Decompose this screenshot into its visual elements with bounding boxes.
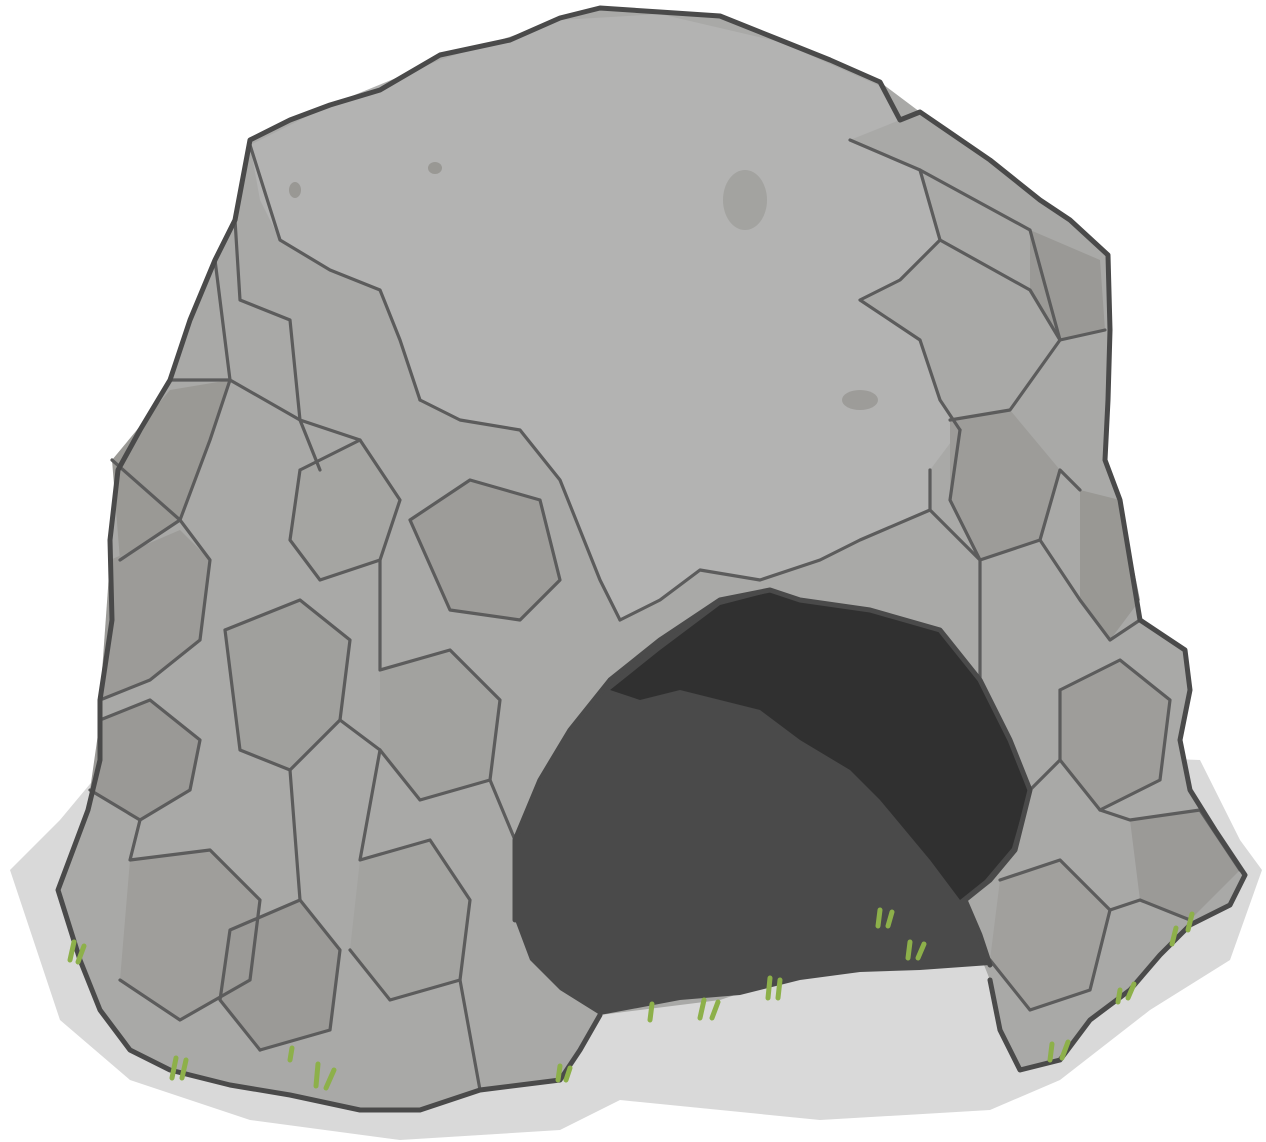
rock-facet-left-4 [90, 700, 200, 820]
rock-facet-left-6 [290, 440, 400, 580]
rock-facet-left-9 [220, 900, 340, 1050]
rock-facet-right-2 [950, 410, 1060, 560]
rock-spot [428, 162, 442, 174]
rock-facet-left-2 [100, 530, 210, 700]
rock-facet-left-3 [225, 600, 350, 770]
rock-facet-right-1 [1030, 230, 1105, 340]
rock-spot [842, 390, 878, 410]
rock-facet-dome [250, 14, 960, 620]
rock-facet-right-4 [1060, 660, 1170, 810]
cave-rim [512, 587, 1033, 968]
rock-cracks [88, 138, 1242, 1092]
rock-facet-right-5 [990, 860, 1110, 1010]
rock-facet-left-7 [410, 480, 560, 620]
rock-spot [723, 170, 767, 230]
cave-deep-shadow [610, 592, 1028, 900]
rock-facet-right-6 [1130, 810, 1240, 920]
rock-facet-left-8 [380, 650, 500, 800]
rock-facet-left-10 [350, 840, 470, 1000]
grass-tufts [67, 907, 1195, 1091]
rock-spot [289, 182, 301, 198]
